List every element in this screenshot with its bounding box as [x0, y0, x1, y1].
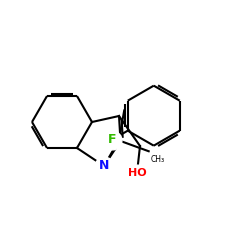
Text: CH₃: CH₃	[151, 155, 165, 164]
Text: F: F	[108, 133, 116, 146]
Text: HO: HO	[128, 168, 146, 178]
Text: N: N	[99, 160, 109, 172]
